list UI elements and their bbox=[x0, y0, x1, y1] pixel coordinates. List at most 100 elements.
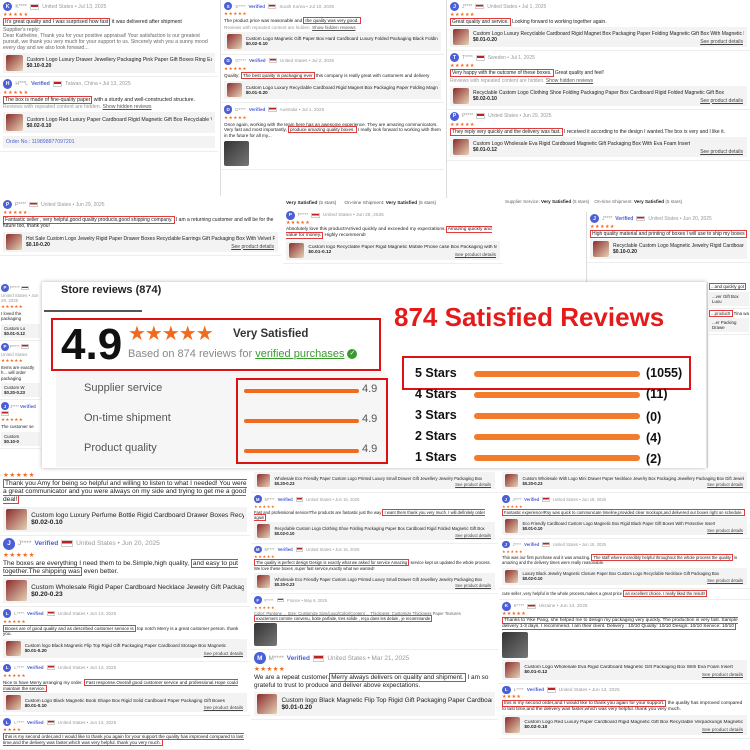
product-link[interactable]: Custom Wholesale Rigid Paper Cardboard N… bbox=[3, 578, 247, 604]
country-flag-icon bbox=[61, 540, 74, 548]
review-photo[interactable] bbox=[224, 140, 250, 167]
review-text-part: We are a repeat customer. bbox=[254, 673, 330, 681]
product-name: Custom Logo Black Magnetic Book Shape Bo… bbox=[24, 697, 225, 703]
product-link[interactable]: Custom Logo Black Magnetic Book Shape Bo… bbox=[3, 693, 247, 713]
verified-badge: Verified bbox=[526, 687, 545, 693]
review-column-right-strip: ...and quickly got ...ver Gift Box Luxu..… bbox=[707, 282, 750, 468]
avatar: P bbox=[3, 200, 12, 209]
product-thumbnail bbox=[505, 519, 519, 533]
review-text-part: Once again, working with the team here h… bbox=[224, 121, 438, 133]
product-link[interactable]: Custom Logo Luxury Drawer Jewellery Pack… bbox=[3, 52, 215, 74]
reviewer-name: P**** bbox=[297, 212, 309, 218]
product-link[interactable]: Custom logo Recyclable Paper Rigid Magne… bbox=[286, 240, 500, 260]
review-photo[interactable] bbox=[502, 632, 529, 659]
product-link[interactable]: Custom Wholesale With Logo Mini Drawer P… bbox=[502, 472, 747, 490]
review-card: D D**** Verified Australia • Jul 1, 2025… bbox=[221, 103, 444, 171]
product-link[interactable]: Custom Logo Red Luxury Paper Cardboard R… bbox=[502, 715, 747, 735]
tab-store-reviews[interactable]: Store reviews (874) bbox=[61, 284, 162, 296]
see-product-details-link[interactable]: See product details bbox=[707, 527, 743, 533]
see-product-details-link[interactable]: See product details bbox=[455, 532, 491, 538]
product-link[interactable]: Custom Logo Magnetic Gift Paper Box Hard… bbox=[224, 32, 441, 51]
product-link[interactable]: ...er Packing Drawe bbox=[709, 318, 749, 332]
see-product-details-link[interactable]: See product details bbox=[455, 583, 491, 589]
product-link[interactable]: Recyclable Custom Logo Clothing Shoe Fol… bbox=[254, 522, 495, 540]
review-column: ★★★★★ Thank you Amy for being so helpful … bbox=[0, 468, 250, 750]
see-product-details-link[interactable]: See product details bbox=[203, 650, 243, 656]
show-hidden-reviews-link[interactable]: Show hidden reviews bbox=[312, 25, 356, 30]
product-link[interactable]: Luxury Black Jewelry Magnetic Closure Pa… bbox=[502, 567, 747, 586]
show-hidden-reviews-link[interactable]: Show hidden reviews bbox=[545, 77, 594, 84]
see-product-details-link[interactable]: See product details bbox=[455, 482, 491, 488]
review-text: Fantastic experience!Roy was quick to co… bbox=[502, 508, 747, 516]
verified-badge: Verified bbox=[26, 719, 44, 725]
verified-purchases-link[interactable]: verified purchases bbox=[255, 348, 345, 360]
product-link[interactable]: Custom Logo Luxury Recyclable Cardboard … bbox=[224, 80, 441, 100]
verified-badge: Verified bbox=[248, 3, 266, 9]
see-product-details-link[interactable]: See product details bbox=[454, 252, 496, 258]
review-meta: L L**** Verified United States • Jun 13,… bbox=[3, 718, 247, 727]
review-meta: P P**** United States • Jun 29, 2025 bbox=[450, 111, 747, 121]
see-product-details-link[interactable]: See product details bbox=[700, 148, 743, 155]
product-link[interactable]: Hot Sale Custom Logo Jewelry Rigid Paper… bbox=[3, 231, 278, 252]
review-photo[interactable] bbox=[254, 623, 278, 647]
product-link[interactable]: Wholesale Eco Friendly Paper Custom Logo… bbox=[254, 472, 495, 490]
review-location-date: United States • Jun 18, 2025 bbox=[552, 541, 607, 547]
product-thumbnail bbox=[289, 242, 305, 258]
product-link[interactable]: Custom logo Luxury Perfume Bottle Rigid … bbox=[3, 506, 247, 532]
product-link[interactable]: Wholesale Eco Friendly Paper Custom Logo… bbox=[254, 572, 495, 591]
see-product-details-link[interactable]: See product details bbox=[701, 727, 743, 733]
review-meta: K K**** Ukraine • Jun 13, 2025 bbox=[502, 602, 747, 612]
check-badge-icon: ✓ bbox=[347, 349, 358, 360]
see-product-details-link[interactable]: See product details bbox=[700, 97, 743, 104]
product-options: Color: Pantone ... Size: Customize Size/… bbox=[254, 610, 461, 616]
product-link[interactable]: Custom Lo $0.01-0.12 bbox=[1, 323, 40, 338]
product-name: Custom W bbox=[4, 385, 25, 391]
product-link[interactable]: Custom W $0.20-0.23 bbox=[1, 383, 40, 398]
review-text: Quality: The best quality in packaging e… bbox=[224, 71, 441, 79]
reviewer-name: J**** bbox=[17, 540, 32, 548]
product-price: $0.10-0.20 bbox=[613, 249, 637, 256]
product-link[interactable]: Eco Friendly Cardboard Custom Logo Magne… bbox=[502, 517, 747, 535]
product-link[interactable]: Recyclable Custom Logo Magnetic Jewelry … bbox=[590, 239, 747, 260]
see-product-details-link[interactable]: See product details bbox=[700, 39, 743, 46]
avatar: P bbox=[286, 211, 295, 220]
highlighted-review-text: the quality was very good. bbox=[303, 17, 361, 25]
review-meta: K K**** United States • Jul 13, 2025 bbox=[3, 2, 215, 12]
star-rating-icon: ★★★★★ bbox=[1, 357, 24, 363]
show-hidden-reviews-link[interactable]: Show hidden reviews bbox=[102, 104, 152, 111]
avatar: L bbox=[502, 685, 511, 695]
product-price: $0.20-0.23 bbox=[31, 590, 63, 598]
review-column: Wholesale Eco Friendly Paper Custom Logo… bbox=[251, 468, 498, 750]
product-link[interactable]: Recyclable Custom Logo Clothing Shoe Fol… bbox=[450, 85, 747, 106]
star-rating-icon: ★★★★★ bbox=[3, 12, 29, 19]
hidden-notice-text: Reviews with repeated content are hidden… bbox=[450, 77, 545, 84]
see-product-details-link[interactable]: See product details bbox=[707, 482, 743, 488]
see-product-details-link[interactable]: See product details bbox=[231, 243, 274, 250]
avatar: J bbox=[3, 537, 15, 550]
review-text: It's great quality and I was surprised h… bbox=[3, 18, 215, 27]
order-number: Order No.: 119898877097201 bbox=[3, 135, 215, 148]
product-link[interactable]: Custom Logo Red Luxury Paper Cardboard R… bbox=[3, 112, 215, 133]
star-rating-icon: ★★★★★ bbox=[590, 224, 615, 230]
reviewer-name: M**** bbox=[264, 496, 275, 502]
review-text: this is my second order,and I would like… bbox=[3, 733, 247, 747]
country-flag-icon bbox=[295, 496, 304, 502]
review-text-part: The customer se bbox=[1, 424, 34, 430]
product-link[interactable]: Custom logo Black Magnetic Flip Top Rigi… bbox=[3, 639, 247, 658]
product-link[interactable]: Custom Logo Wholesale Eva Rigid Cardboar… bbox=[502, 660, 747, 680]
see-product-details-link[interactable]: See product details bbox=[701, 672, 743, 678]
product-link[interactable]: ...ver Gift Box Luxu bbox=[709, 291, 749, 306]
product-link[interactable]: Custom Logo Luxury Recyclable Cardboard … bbox=[450, 27, 747, 48]
product-name: Custom Logo Luxury Recyclable Cardboard … bbox=[245, 85, 438, 91]
review-text: High quality material and printing of bo… bbox=[590, 230, 747, 238]
product-name: Custom Wholesale With Logo Mini Drawer P… bbox=[522, 475, 744, 481]
product-link[interactable]: Custom $0.10-0 bbox=[1, 431, 40, 446]
see-product-details-link[interactable]: See product details bbox=[203, 705, 243, 711]
product-name: Custom logo Recyclable Paper Rigid Magne… bbox=[308, 245, 497, 251]
review-text: Very happy with the outcome of these box… bbox=[450, 69, 747, 78]
review-card: H H***L Verified Taiwan, China • Jul 13,… bbox=[0, 77, 218, 152]
see-product-details-link[interactable]: See product details bbox=[707, 578, 743, 584]
product-link[interactable]: Custom Logo Wholesale Eva Rigid Cardboar… bbox=[450, 136, 747, 157]
product-link[interactable]: Custom logo Black Magnetic Flip Top Rigi… bbox=[254, 691, 495, 717]
rating-label: Very Satisfied bbox=[233, 328, 309, 340]
